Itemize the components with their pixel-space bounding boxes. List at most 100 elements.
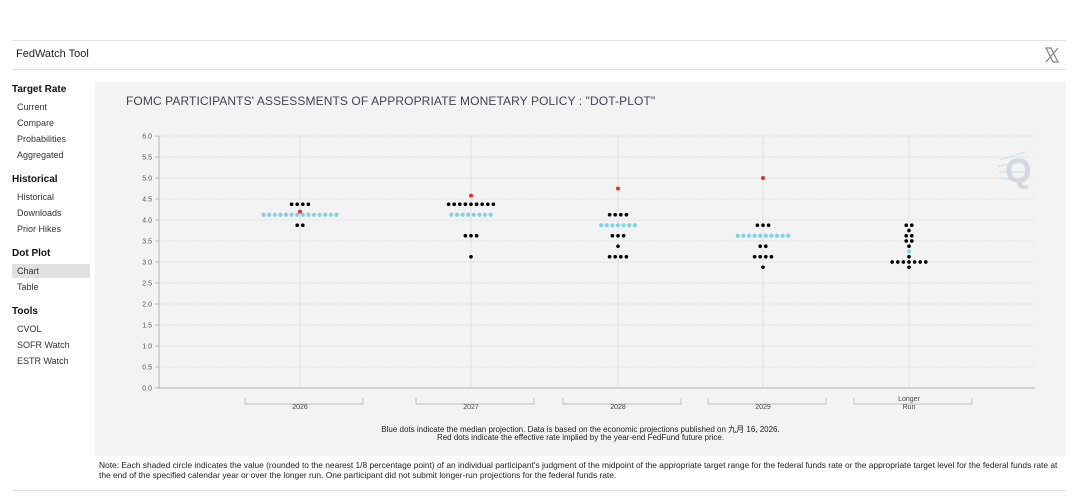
sidebar-item-historical[interactable]: Historical bbox=[17, 192, 55, 202]
y-tick-label: 5.5 bbox=[142, 155, 152, 162]
participant-dot bbox=[909, 238, 915, 244]
y-tick-label: 1.0 bbox=[142, 344, 152, 351]
sidebar-item-prior-hikes[interactable]: Prior Hikes bbox=[17, 224, 62, 234]
implied-rate-dot bbox=[616, 186, 620, 191]
sidebar-item-compare[interactable]: Compare bbox=[17, 118, 55, 128]
y-tick-label: 5.0 bbox=[142, 176, 152, 183]
dot-plot-chart: Q 0.0 0.5 1.0 1.5 2.0 2.5 3.0 3.5 4.0 4.5 5.0 5.5 6.… bbox=[142, 134, 1035, 411]
sidebar-item-chart[interactable]: Chart bbox=[12, 264, 90, 278]
sidebar-section-target-rate: Target Rate Current Compare Probabilitie… bbox=[12, 84, 90, 162]
median-dot bbox=[460, 212, 465, 217]
participant-dot bbox=[624, 212, 629, 218]
participant-dot bbox=[468, 233, 474, 239]
median-dot bbox=[267, 212, 272, 217]
participant-dot bbox=[610, 233, 615, 239]
sidebar-section-tools: Tools CVOL SOFR Watch ESTR Watch bbox=[12, 306, 90, 368]
median-dot bbox=[482, 212, 488, 217]
sidebar-item-current[interactable]: Current bbox=[17, 102, 48, 112]
x-tick-label: 2026 bbox=[292, 404, 308, 411]
median-dot bbox=[328, 212, 333, 217]
median-dot bbox=[752, 233, 757, 238]
participant-dot bbox=[752, 254, 757, 260]
category-bracket bbox=[415, 398, 535, 405]
bottom-divider bbox=[12, 490, 1066, 491]
median-dot bbox=[471, 212, 476, 217]
median-dot bbox=[261, 212, 266, 217]
implied-rate-dot bbox=[469, 193, 473, 198]
median-dot bbox=[278, 212, 283, 217]
participant-dot bbox=[906, 264, 912, 270]
median-dot bbox=[295, 212, 300, 217]
implied-rate-dot bbox=[761, 176, 765, 180]
participant-dot bbox=[463, 201, 468, 207]
median-dot bbox=[615, 223, 621, 228]
participant-dot bbox=[463, 233, 468, 239]
median-dot bbox=[746, 233, 752, 238]
sidebar-item-probabilities[interactable]: Probabilities bbox=[17, 134, 67, 144]
median-dot bbox=[272, 212, 277, 217]
sidebar-item-sofr-watch[interactable]: SOFR Watch bbox=[17, 340, 70, 350]
median-dot bbox=[283, 212, 289, 217]
median-dot bbox=[610, 223, 615, 228]
median-dot bbox=[621, 223, 626, 228]
footnote: Note: Each shaded circle indicates the v… bbox=[99, 460, 1058, 480]
participant-dot bbox=[923, 259, 929, 265]
participant-dot bbox=[906, 259, 912, 265]
sidebar-item-table[interactable]: Table bbox=[17, 282, 39, 292]
sidebar-item-downloads[interactable]: Downloads bbox=[17, 208, 62, 218]
median-dot bbox=[323, 212, 328, 217]
participant-dot bbox=[300, 222, 306, 228]
participant-dot bbox=[289, 201, 294, 207]
participant-dot bbox=[903, 238, 909, 244]
participant-dot bbox=[901, 259, 906, 265]
participant-dot bbox=[909, 233, 915, 239]
participant-dot bbox=[618, 212, 624, 218]
participant-dot bbox=[612, 212, 618, 218]
y-tick-label: 2.0 bbox=[142, 302, 152, 309]
median-dot bbox=[604, 223, 609, 228]
y-tick-label: 1.5 bbox=[142, 323, 152, 330]
participant-dot bbox=[757, 243, 763, 249]
median-dot bbox=[741, 233, 746, 238]
category-bracket bbox=[853, 398, 973, 405]
sidebar-item-estr-watch[interactable]: ESTR Watch bbox=[17, 356, 69, 366]
median-dot bbox=[306, 212, 311, 217]
y-tick-label: 4.0 bbox=[142, 218, 152, 225]
median-dot bbox=[735, 233, 740, 238]
participant-dot bbox=[889, 259, 895, 265]
median-dot bbox=[449, 212, 454, 217]
median-dot bbox=[906, 249, 912, 254]
y-tick-label: 3.0 bbox=[142, 260, 152, 267]
median-dot bbox=[488, 212, 493, 217]
top-strip bbox=[0, 0, 1080, 34]
median-dot bbox=[300, 212, 305, 217]
participant-dot bbox=[906, 228, 912, 233]
participant-dot bbox=[451, 201, 457, 207]
y-tick-label: 0.0 bbox=[142, 386, 152, 393]
participant-dot bbox=[755, 222, 760, 228]
sidebar-nav: Target Rate Current Compare Probabilitie… bbox=[12, 84, 90, 380]
implied-rate-dot bbox=[298, 209, 302, 214]
sidebar-section-historical: Historical Historical Downloads Prior Hi… bbox=[12, 174, 90, 236]
y-tick-label: 2.5 bbox=[142, 281, 152, 288]
participant-dot bbox=[294, 201, 300, 207]
participant-dot bbox=[485, 201, 491, 207]
participant-dot bbox=[763, 254, 769, 260]
sidebar-item-cvol[interactable]: CVOL bbox=[17, 324, 42, 334]
participant-dot bbox=[306, 201, 311, 207]
x-tick-label: 2028 bbox=[610, 404, 626, 411]
participant-dot bbox=[615, 233, 621, 239]
participant-dot bbox=[917, 259, 923, 265]
median-dot bbox=[780, 233, 785, 238]
x-tick-label: Longer bbox=[898, 396, 920, 403]
median-dot bbox=[627, 223, 632, 228]
participant-dot bbox=[479, 201, 485, 207]
x-share-icon[interactable] bbox=[1042, 45, 1062, 65]
chart-caption-median: Blue dots indicate the median projection… bbox=[381, 425, 780, 434]
x-tick-label: Run bbox=[903, 404, 916, 411]
median-dot bbox=[317, 212, 322, 217]
sidebar-item-aggregated[interactable]: Aggregated bbox=[17, 150, 64, 160]
participant-dot bbox=[300, 201, 306, 207]
participant-dot bbox=[769, 254, 774, 260]
y-tick-label: 4.5 bbox=[142, 197, 152, 204]
